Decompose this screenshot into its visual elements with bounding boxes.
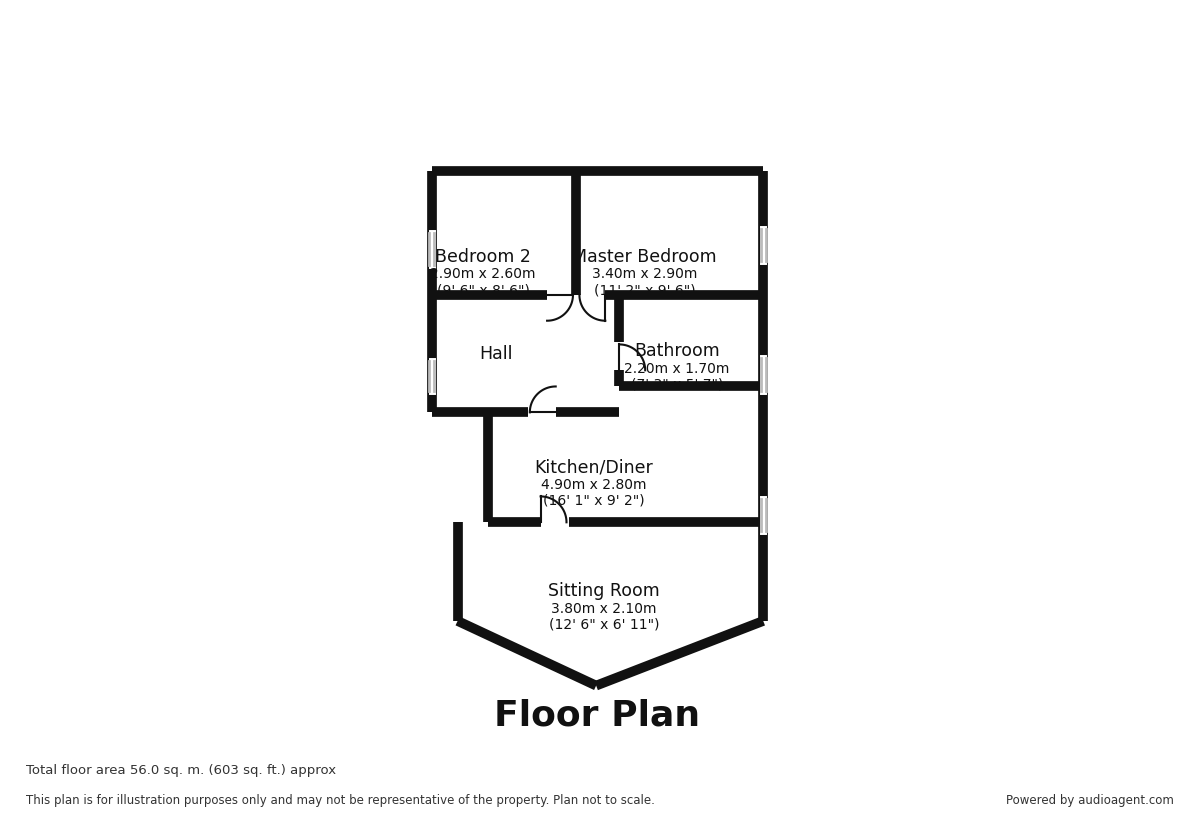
Text: Bathroom: Bathroom (634, 343, 720, 360)
Text: Master Bedroom: Master Bedroom (572, 248, 716, 266)
Text: Total floor area 56.0 sq. m. (603 sq. ft.) approx: Total floor area 56.0 sq. m. (603 sq. ft… (26, 764, 336, 777)
Text: (11' 2" x 9' 6"): (11' 2" x 9' 6") (594, 284, 696, 297)
Text: Floor Plan: Floor Plan (494, 698, 701, 732)
Text: 3.40m x 2.90m: 3.40m x 2.90m (592, 267, 697, 281)
Text: Sitting Room: Sitting Room (548, 582, 660, 601)
Text: Hall: Hall (480, 345, 514, 363)
Text: Powered by audioagent.com: Powered by audioagent.com (1006, 794, 1174, 806)
Text: (7' 3" x 5' 7"): (7' 3" x 5' 7") (631, 378, 724, 391)
Text: (9' 6" x 8' 6"): (9' 6" x 8' 6") (437, 284, 529, 297)
Text: 4.90m x 2.80m: 4.90m x 2.80m (541, 478, 646, 491)
Text: Kitchen/Diner: Kitchen/Diner (534, 459, 653, 476)
Text: 3.80m x 2.10m: 3.80m x 2.10m (552, 601, 656, 616)
Text: This plan is for illustration purposes only and may not be representative of the: This plan is for illustration purposes o… (26, 794, 655, 806)
Text: Bedroom 2: Bedroom 2 (436, 248, 530, 266)
Text: (12' 6" x 6' 11"): (12' 6" x 6' 11") (548, 617, 660, 632)
Text: (16' 1" x 9' 2"): (16' 1" x 9' 2") (542, 494, 644, 507)
Text: 2.90m x 2.60m: 2.90m x 2.60m (430, 267, 535, 281)
Text: 2.20m x 1.70m: 2.20m x 1.70m (624, 362, 730, 375)
